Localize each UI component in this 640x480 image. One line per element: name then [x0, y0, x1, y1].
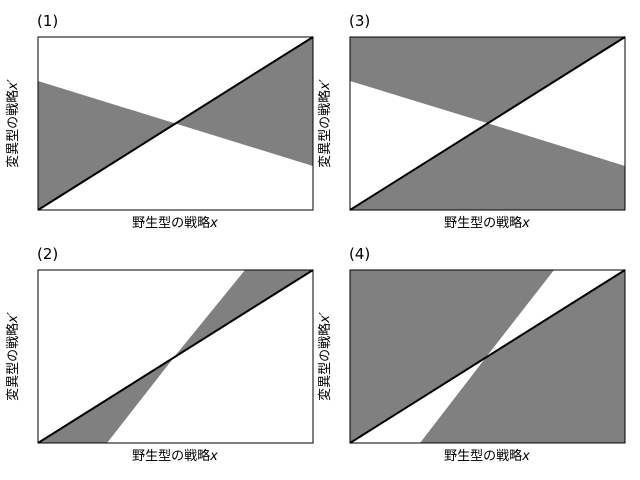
shaded-region-lower [420, 270, 625, 443]
diagonal-line [349, 36, 626, 211]
plot-area [37, 36, 314, 211]
x-axis-label-text: 野生型の戦略 [132, 216, 211, 231]
panel-1: (1) 変異型の戦略x′ 野生型の戦略x [0, 0, 320, 240]
plot-frame [37, 36, 314, 211]
panel-3: (3) 変異型の戦略x′ 野生型の戦略x [312, 0, 632, 240]
panel-2: (2) 変異型の戦略x′ 野生型の戦略x [0, 233, 320, 473]
panel-label: (1) [37, 12, 59, 30]
x-axis-label: 野生型の戦略x [444, 217, 530, 230]
plot-area [37, 269, 314, 444]
x-axis-label-text: 野生型の戦略 [444, 216, 523, 231]
x-axis-variable: x [210, 449, 218, 464]
diagonal-line [37, 269, 314, 444]
panel-label: (2) [37, 245, 59, 263]
x-axis-label: 野生型の戦略x [444, 450, 530, 463]
x-axis-variable: x [522, 216, 530, 231]
shaded-region-lower [350, 123, 625, 210]
x-axis-variable: x [522, 449, 530, 464]
panel-label: (4) [349, 245, 371, 263]
x-axis-label: 野生型の戦略x [132, 217, 218, 230]
panel-label: (3) [349, 12, 371, 30]
plot-area [349, 36, 626, 211]
x-axis-label: 野生型の戦略x [132, 450, 218, 463]
plot-frame [349, 36, 626, 211]
plot-area [349, 269, 626, 444]
shaded-region-upper [350, 37, 625, 123]
x-axis-variable: x [210, 216, 218, 231]
x-axis-label-text: 野生型の戦略 [444, 449, 523, 464]
shaded-region-upper [350, 270, 554, 443]
diagonal-line [349, 269, 626, 444]
plot-frame [349, 269, 626, 444]
panel-4: (4) 変異型の戦略x′ 野生型の戦略x [312, 233, 632, 473]
plot-frame [37, 269, 314, 444]
diagonal-line [37, 36, 314, 211]
x-axis-label-text: 野生型の戦略 [132, 449, 211, 464]
